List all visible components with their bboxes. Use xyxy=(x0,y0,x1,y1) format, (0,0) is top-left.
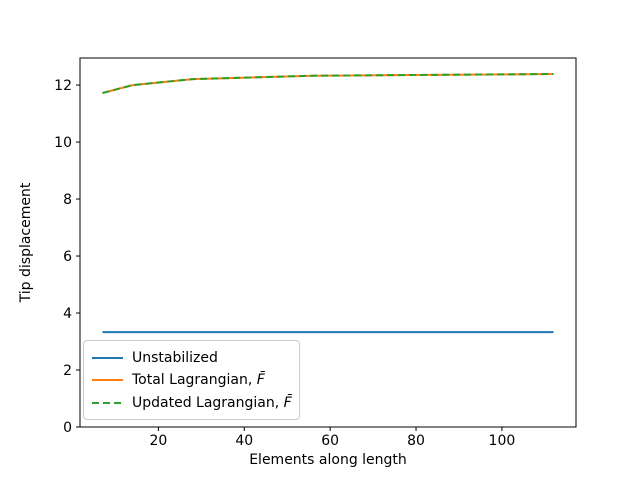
axes-frame xyxy=(79,57,577,428)
legend: Unstabilized Total Lagrangian, F̄ Update… xyxy=(83,340,300,420)
x-tick-label: 80 xyxy=(407,433,425,449)
y-tick-label: 12 xyxy=(54,78,72,94)
legend-label-text: Updated Lagrangian, xyxy=(132,394,284,411)
x-axis-label: Elements along length xyxy=(249,452,407,468)
fbar-symbol: F̄ xyxy=(256,372,265,388)
y-tick-label: 10 xyxy=(54,135,72,151)
fbar-symbol: F̄ xyxy=(283,394,292,411)
legend-line-sample-dashed xyxy=(92,401,123,404)
y-tick-label: 8 xyxy=(63,192,72,208)
legend-label-total-lagrangian: Total Lagrangian, F̄ xyxy=(132,372,265,388)
x-tick-label: 60 xyxy=(321,433,339,449)
legend-label-text: Total Lagrangian, xyxy=(132,372,257,388)
y-tick-label: 0 xyxy=(63,420,72,436)
x-tick-label: 20 xyxy=(149,433,167,449)
y-axis-label: Tip displacement xyxy=(18,182,34,303)
series-line-2 xyxy=(102,73,554,94)
legend-line-sample-solid xyxy=(92,379,123,381)
legend-label-updated-lagrangian: Updated Lagrangian, F̄ xyxy=(132,395,292,411)
legend-label-unstabilized: Unstabilized xyxy=(132,349,218,366)
legend-item-unstabilized: Unstabilized xyxy=(92,350,291,366)
y-tick-label: 2 xyxy=(63,363,72,379)
y-tick-label: 4 xyxy=(63,306,72,322)
series-line-1 xyxy=(102,73,554,94)
x-tick-label: 100 xyxy=(489,433,516,449)
y-tick-label: 6 xyxy=(63,249,72,265)
legend-line-sample-solid xyxy=(92,356,123,359)
legend-item-updated-lagrangian: Updated Lagrangian, F̄ xyxy=(92,395,292,411)
x-tick-label: 40 xyxy=(235,433,253,449)
legend-item-total-lagrangian: Total Lagrangian, F̄ xyxy=(92,372,291,388)
